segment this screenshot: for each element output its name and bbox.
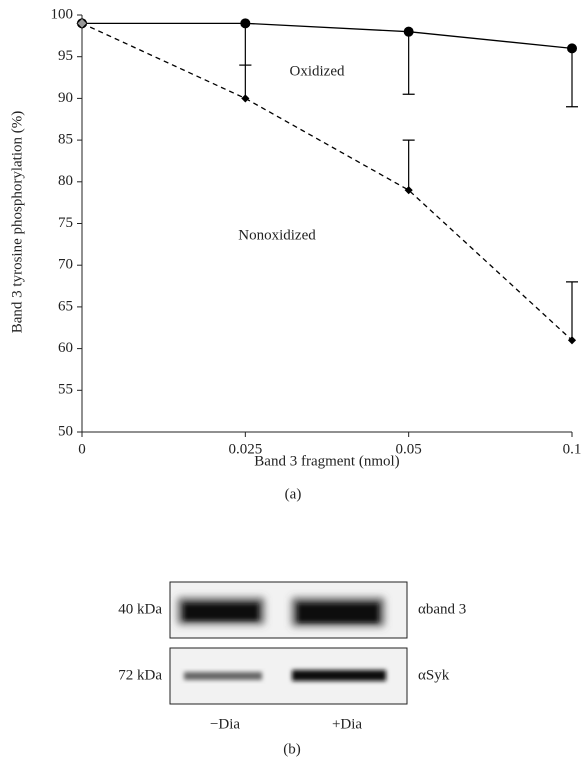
y-tick-label: 50 [58,423,73,439]
error-bar [402,31,415,95]
y-tick-label: 70 [58,257,73,273]
marker [403,26,414,37]
marker [567,43,577,54]
band [184,604,258,620]
band [184,672,262,680]
series-label: Nonoxidized [238,227,316,243]
error-bar [566,281,578,341]
marker [240,18,251,29]
y-tick-label: 90 [58,90,73,106]
caption-a: (a) [285,486,302,502]
y-tick-label: 95 [58,48,73,64]
x-tick-label: 0 [78,441,86,457]
y-axis-label: Band 3 tyrosine phosphorylation (%) [9,111,25,333]
marker [241,94,250,103]
marker [567,336,577,345]
band [292,670,386,681]
error-bar [566,48,578,108]
series-line [82,22,573,50]
lane-label: −Dia [210,716,240,732]
band [298,604,378,622]
caption-b: (b) [283,741,301,757]
x-tick-label: 0.05 [396,441,422,457]
series-label: Oxidized [290,63,345,79]
x-tick-label: 0.1 [563,441,581,457]
size-label: 72 kDa [118,667,162,683]
antibody-label: αSyk [418,667,450,683]
y-tick-label: 80 [58,173,73,189]
series-line [81,22,573,341]
y-tick-label: 60 [58,340,73,356]
size-label: 40 kDa [118,601,162,617]
antibody-label: αband 3 [418,601,466,617]
lane-label: +Dia [332,716,362,732]
x-tick-label: 0.025 [228,441,262,457]
y-tick-label: 100 [51,6,74,22]
y-tick-label: 75 [58,215,73,231]
y-tick-label: 65 [58,298,73,314]
error-bar [239,64,252,99]
y-tick-label: 85 [58,132,73,148]
marker [76,17,88,29]
y-tick-label: 55 [58,382,73,398]
marker [404,186,413,195]
error-bar [402,139,415,191]
blot: 40 kDa αband 3 72 kDa αSyk −Dia +Dia (b) [118,581,466,757]
error-bar [239,23,252,66]
x-axis-label: Band 3 fragment (nmol) [254,453,399,469]
